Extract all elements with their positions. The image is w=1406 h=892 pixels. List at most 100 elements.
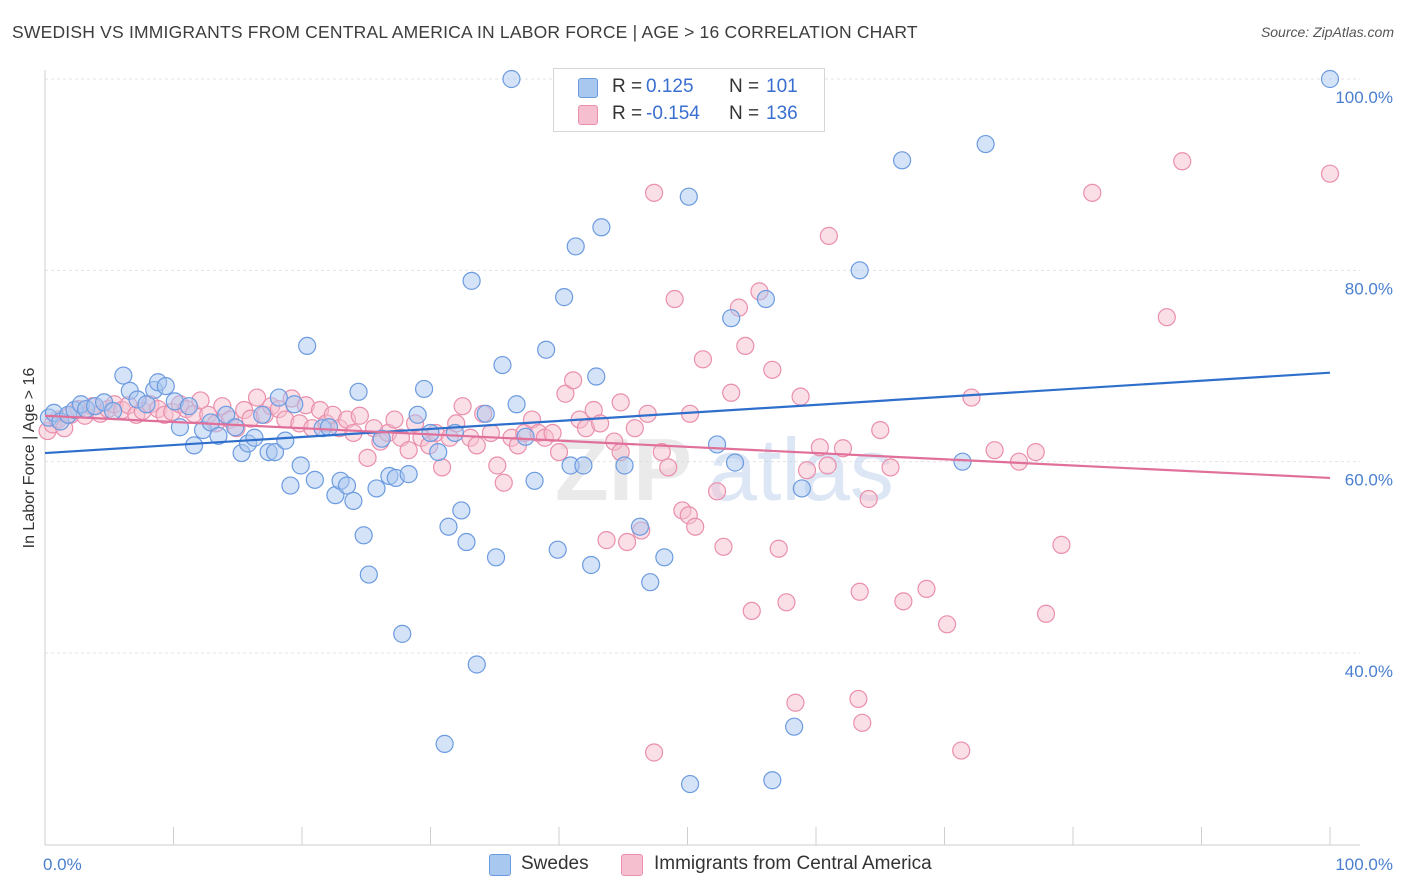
legend-swatch-blue — [578, 78, 598, 98]
immigrants-point — [763, 360, 782, 379]
swedes-point — [592, 218, 611, 237]
immigrants-point — [350, 406, 369, 425]
immigrants-point — [714, 537, 733, 556]
swedes-point — [298, 336, 317, 356]
swedes-point — [525, 471, 544, 490]
swedes-point — [641, 573, 660, 592]
immigrants-point — [833, 439, 853, 458]
y-tick-label: 80.0% — [1345, 279, 1393, 298]
swedes-point — [217, 405, 236, 424]
immigrants-point — [399, 441, 418, 460]
swedes-trend-line — [44, 371, 1331, 455]
y-axis-label: In Labor Force | Age > 16 — [21, 368, 38, 549]
swedes-point — [429, 443, 448, 462]
swedes-point — [349, 382, 368, 401]
swedes-point — [276, 431, 295, 450]
bottom-legend-label-immigrants: Immigrants from Central America — [654, 853, 932, 874]
legend-r-value: 0.125 — [646, 76, 694, 97]
swedes-point — [555, 288, 574, 307]
immigrants-point — [611, 393, 630, 412]
y-tick-label: 100.0% — [1335, 88, 1393, 107]
immigrants-trend-line — [44, 414, 1331, 480]
swedes-point — [393, 624, 412, 643]
legend-n-value: 101 — [766, 76, 798, 97]
legend-n-label: N = — [729, 103, 760, 124]
immigrants-point — [742, 601, 761, 621]
swedes-point — [156, 376, 175, 396]
immigrants-point — [644, 183, 664, 202]
swedes-point — [566, 237, 585, 256]
swedes-point — [291, 456, 310, 475]
immigrants-point — [871, 420, 890, 440]
immigrants-point — [453, 397, 472, 416]
swedes-point — [502, 69, 521, 89]
immigrants-point — [1157, 308, 1176, 327]
immigrants-point — [549, 443, 569, 462]
legend-row-immigrants: R = -0.154 N = 136 — [554, 101, 824, 127]
legend-r-label: R = — [612, 76, 643, 97]
swedes-point — [367, 479, 386, 498]
immigrants-point — [385, 410, 404, 429]
legend-n-label: N = — [729, 76, 760, 97]
x-tick-label: 0.0% — [43, 855, 82, 874]
swedes-point — [507, 395, 526, 414]
swedes-point — [184, 436, 204, 455]
immigrants-point — [894, 592, 913, 611]
immigrants-point — [985, 441, 1004, 460]
immigrants-point — [881, 458, 900, 477]
swedes-point — [245, 428, 264, 447]
y-tick-labels: 40.0% 60.0% 80.0% 100.0% — [1335, 88, 1393, 681]
swedes-point — [414, 379, 434, 399]
legend-swatch-pink — [578, 105, 598, 125]
x-tick-labels: 0.0% 100.0% — [43, 855, 1393, 874]
immigrants-point — [1026, 443, 1045, 462]
series-swedes-points — [39, 69, 1340, 794]
immigrants-point — [481, 423, 500, 443]
swedes-point — [763, 771, 782, 790]
immigrants-point — [769, 539, 788, 558]
bottom-legend-label-swedes: Swedes — [521, 853, 589, 874]
immigrants-point — [777, 593, 796, 612]
swedes-point — [265, 443, 285, 462]
immigrants-point — [1320, 164, 1340, 183]
trend-lines — [44, 371, 1331, 480]
swedes-point — [976, 134, 995, 154]
swedes-point — [707, 435, 727, 454]
swedes-point — [467, 655, 486, 674]
swedes-point — [655, 548, 674, 567]
axes — [44, 70, 1360, 846]
legend-r-value: -0.154 — [646, 103, 700, 124]
swedes-point — [516, 427, 535, 446]
swedes-point — [493, 355, 512, 375]
immigrants-point — [853, 713, 872, 732]
bottom-legend-swatch-blue — [489, 854, 511, 876]
swedes-point — [337, 476, 357, 495]
swedes-point — [305, 470, 324, 489]
swedes-point — [269, 388, 288, 407]
swedes-point — [372, 429, 391, 448]
immigrants-point — [819, 226, 838, 245]
immigrants-point — [625, 419, 644, 438]
swedes-point — [354, 526, 373, 545]
swedes-point — [179, 397, 199, 416]
immigrants-point — [665, 289, 684, 309]
swedes-point — [462, 271, 481, 290]
immigrants-point — [1052, 535, 1071, 554]
swedes-point — [476, 404, 495, 423]
immigrants-point — [432, 458, 452, 477]
legend-n-value: 136 — [766, 103, 798, 124]
swedes-point — [537, 340, 556, 359]
immigrants-point — [722, 383, 741, 402]
immigrants-point — [693, 350, 713, 369]
swedes-point — [285, 395, 304, 414]
swedes-point — [679, 187, 698, 206]
swedes-point — [587, 367, 606, 386]
immigrants-point — [810, 438, 829, 457]
swedes-point — [457, 532, 476, 552]
immigrants-point — [686, 517, 705, 536]
swedes-point — [722, 309, 741, 328]
y-tick-label: 60.0% — [1345, 471, 1393, 490]
immigrants-point — [358, 448, 377, 467]
immigrants-point — [247, 388, 267, 407]
immigrants-point — [791, 387, 810, 406]
